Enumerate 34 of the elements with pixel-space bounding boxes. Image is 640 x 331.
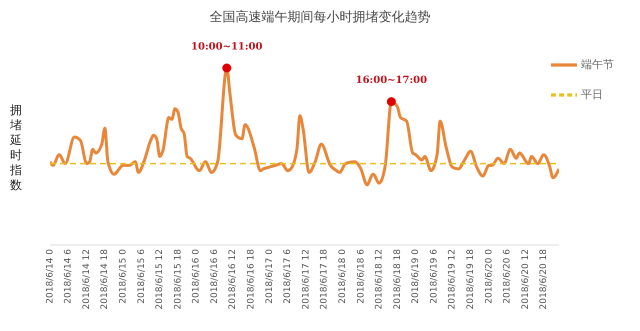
x-tick-label: 2018/6/14 18 [100, 248, 110, 310]
x-tick-label: 2018/6/18 6 [356, 248, 366, 304]
x-tick-label: 2018/6/20 6 [502, 248, 513, 304]
legend-label: 平日 [581, 88, 603, 101]
x-tick-label: 2018/6/19 0 [411, 248, 422, 304]
x-tick-label: 2018/6/18 18 [392, 248, 403, 310]
x-tick-label: 2018/6/17 12 [301, 249, 312, 310]
x-tick-label: 2018/6/20 18 [539, 248, 550, 310]
x-tick-label: 2018/6/19 6 [429, 248, 440, 304]
annotation: 16:00~17:00 [356, 75, 428, 86]
x-tick-label: 2018/6/19 12 [448, 249, 458, 310]
x-tick-label: 2018/6/19 18 [466, 248, 476, 310]
y-axis-title: 拥堵延时指数 [9, 103, 23, 193]
x-tick-label: 2018/6/15 12 [155, 249, 166, 310]
x-tick-label: 2018/6/16 18 [246, 248, 257, 310]
x-tick-label: 2018/6/16 6 [210, 248, 220, 304]
x-tick-label: 2018/6/17 0 [264, 248, 275, 304]
chart-title: 全国高速端午期间每小时拥堵变化趋势 [208, 9, 432, 27]
x-tick-label: 2018/6/17 6 [283, 248, 294, 304]
x-tick-label: 2018/6/17 18 [320, 248, 330, 310]
x-tick-label: 2018/6/14 6 [64, 248, 74, 304]
x-tick-label: 2018/6/18 0 [338, 248, 348, 304]
x-tick-label: 2018/6/14 0 [45, 248, 56, 304]
x-tick-label: 2018/6/18 12 [374, 249, 385, 310]
legend-label: 端午节 [581, 58, 614, 71]
x-tick-label: 2018/6/20 12 [520, 249, 531, 310]
x-tick-label: 2018/6/15 18 [173, 248, 184, 310]
annotation: 10:00~11:00 [191, 42, 263, 52]
x-tick-label: 2018/6/14 12 [82, 249, 92, 310]
x-tick-label: 2018/6/16 0 [192, 248, 202, 304]
x-tick-label: 2018/6/20 0 [484, 248, 494, 304]
x-tick-label: 2018/6/16 12 [228, 249, 238, 310]
x-tick-label: 2018/6/15 0 [118, 248, 129, 304]
x-tick-label: 2018/6/15 6 [136, 248, 147, 304]
